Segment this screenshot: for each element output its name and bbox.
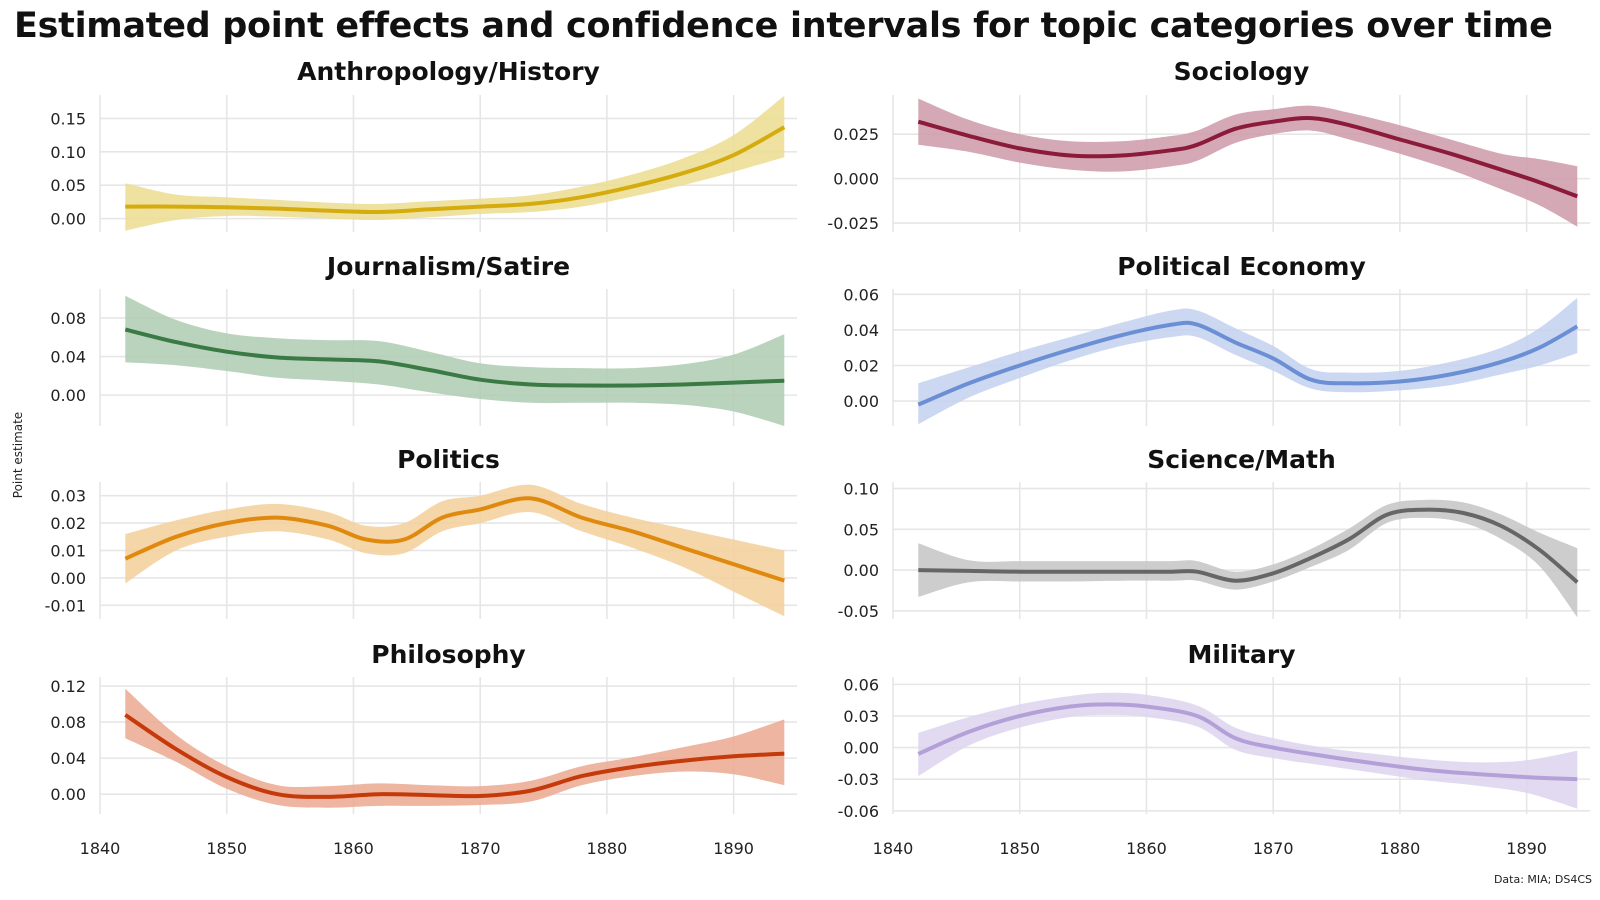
- panel-military-ytick-label: -0.06: [838, 802, 879, 821]
- panel-journalism-satire-ytick-label: 0.08: [50, 309, 86, 328]
- panel-military: Military -0.06 -0.03 0.00 0.03 0.06 1840 1850 18…: [838, 640, 1590, 858]
- panel-philosophy-ytick-label: 0.12: [50, 677, 86, 696]
- panel-politics: Politics -0.01 0.00 0.01 0.02 0.03: [45, 445, 797, 619]
- chart-title: Estimated point effects and confidence i…: [14, 6, 1553, 46]
- panel-military-xtick-label: 1880: [1380, 839, 1421, 858]
- panel-science-math-estimate-line: [918, 507, 1579, 584]
- panel-philosophy-xtick-label: 1870: [460, 839, 501, 858]
- panel-military-ytick-label: -0.03: [838, 770, 879, 789]
- panel-politics-ytick-label: 0.03: [50, 487, 86, 506]
- panel-journalism-satire: Journalism/Satire 0.00 0.04 0.08: [50, 252, 797, 426]
- panel-political-economy: Political Economy 0.00 0.02 0.04 0.06: [843, 252, 1590, 426]
- panel-journalism-satire-ytick-label: 0.00: [50, 386, 86, 405]
- panel-anthropology-history-title: Anthropology/History: [297, 57, 600, 86]
- panel-philosophy-estimate-line: [124, 713, 785, 799]
- panel-politics-estimate-line: [124, 496, 785, 583]
- panel-military-ytick-label: 0.03: [843, 707, 879, 726]
- panel-philosophy-xtick-label: 1850: [206, 839, 247, 858]
- panel-politics-title: Politics: [397, 445, 500, 474]
- panel-anthropology-history: Anthropology/History 0.00 0.05 0.10 0.15: [50, 57, 797, 232]
- panel-military-estimate-line: [917, 702, 1578, 782]
- panel-philosophy: Philosophy 0.00 0.04 0.08 0.12 1840 1850 1860 18…: [50, 640, 797, 858]
- panel-military-xtick-label: 1840: [873, 839, 914, 858]
- panel-political-economy-confidence-band: [918, 297, 1578, 425]
- panel-philosophy-xtick-label: 1890: [713, 839, 754, 858]
- panel-journalism-satire-confidence-band: [125, 295, 785, 426]
- panel-journalism-satire-title: Journalism/Satire: [325, 252, 570, 281]
- panel-philosophy-ytick-label: 0.04: [50, 749, 86, 768]
- panel-science-math-ytick-label: 0.00: [843, 561, 879, 580]
- panel-anthropology-history-ytick-label: 0.15: [50, 109, 86, 128]
- panel-philosophy-ytick-label: 0.08: [50, 713, 86, 732]
- panel-political-economy-title: Political Economy: [1117, 252, 1366, 281]
- panel-sociology-estimate-line: [917, 116, 1579, 199]
- panel-military-xtick-label: 1870: [1253, 839, 1294, 858]
- panel-anthropology-history-estimate-line: [125, 125, 786, 215]
- panel-science-math-title: Science/Math: [1147, 445, 1336, 474]
- panel-philosophy-title: Philosophy: [371, 640, 525, 669]
- panel-political-economy-ytick-label: 0.06: [843, 285, 879, 304]
- panel-political-economy-ytick-label: 0.02: [843, 357, 879, 376]
- panel-journalism-satire-estimate-line: [124, 327, 785, 388]
- panel-science-math-ytick-label: 0.10: [843, 480, 879, 499]
- panel-politics-ytick-label: 0.01: [50, 542, 86, 561]
- panel-military-xtick-label: 1850: [999, 839, 1040, 858]
- source-caption: Data: MIA; DS4CS: [1493, 873, 1592, 886]
- panel-science-math-ytick-label: -0.05: [838, 602, 879, 621]
- panel-military-ytick-label: 0.00: [843, 739, 879, 758]
- panel-sociology-confidence-band: [918, 98, 1578, 227]
- panel-military-xtick-label: 1890: [1506, 839, 1547, 858]
- panel-anthropology-history-confidence-band: [125, 95, 785, 231]
- panel-sociology-ytick-label: 0.025: [833, 125, 879, 144]
- panel-sociology: Sociology -0.025 0.000 0.025: [827, 57, 1590, 233]
- panel-political-economy-ytick-label: 0.00: [843, 392, 879, 411]
- panel-science-math-ytick-label: 0.05: [843, 520, 879, 539]
- panel-military-title: Military: [1187, 640, 1295, 669]
- panel-political-economy-estimate-line: [917, 320, 1579, 407]
- panel-philosophy-xtick-label: 1860: [333, 839, 374, 858]
- panel-anthropology-history-ytick-label: 0.05: [50, 176, 86, 195]
- panel-politics-ytick-label: 0.02: [50, 514, 86, 533]
- panel-military-confidence-band: [918, 692, 1578, 809]
- panel-journalism-satire-ytick-label: 0.04: [50, 348, 86, 367]
- panel-sociology-ytick-label: 0.000: [833, 170, 879, 189]
- panel-politics-ytick-label: -0.01: [45, 596, 86, 615]
- panel-politics-ytick-label: 0.00: [50, 569, 86, 588]
- panel-anthropology-history-ytick-label: 0.00: [50, 210, 86, 229]
- panel-military-ytick-label: 0.06: [843, 675, 879, 694]
- panel-science-math: Science/Math -0.05 0.00 0.05 0.10: [838, 445, 1590, 621]
- panel-philosophy-ytick-label: 0.00: [50, 785, 86, 804]
- panel-philosophy-xtick-label: 1840: [80, 839, 121, 858]
- panel-sociology-ytick-label: -0.025: [827, 214, 879, 233]
- panel-philosophy-confidence-band: [125, 688, 785, 808]
- panel-sociology-title: Sociology: [1174, 57, 1310, 86]
- panel-military-xtick-label: 1860: [1126, 839, 1167, 858]
- panel-political-economy-ytick-label: 0.04: [843, 321, 879, 340]
- panel-philosophy-xtick-label: 1880: [587, 839, 628, 858]
- panel-anthropology-history-ytick-label: 0.10: [50, 143, 86, 162]
